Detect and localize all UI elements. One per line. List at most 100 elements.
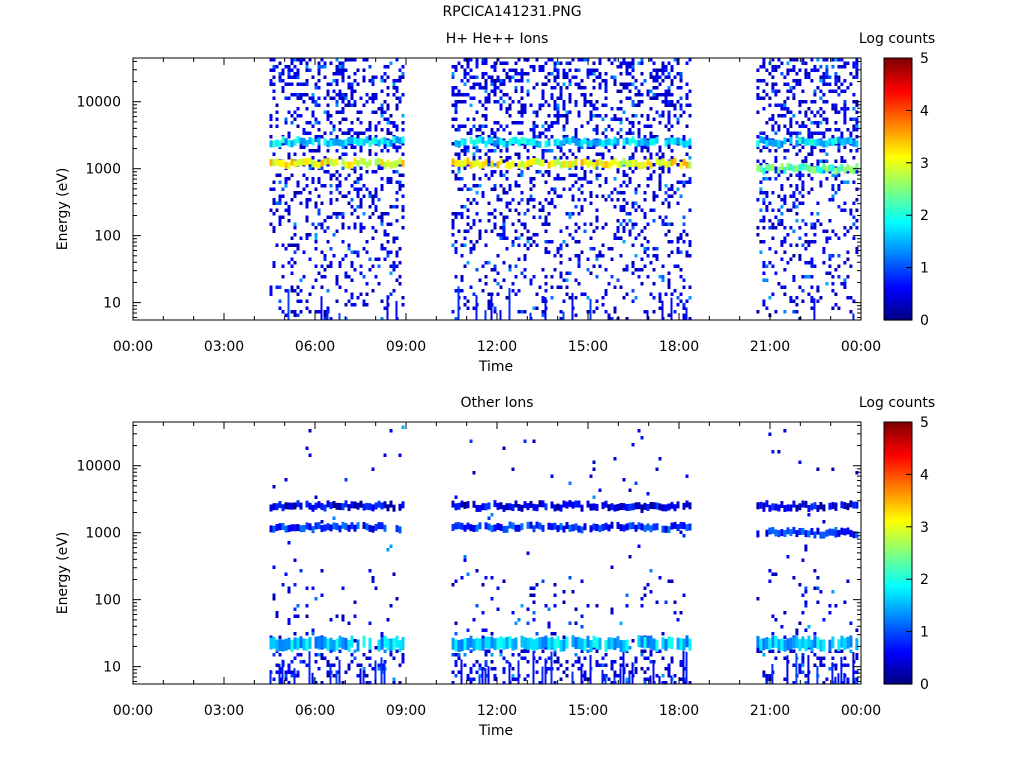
spectrogram-pixel (652, 135, 656, 139)
spectrogram-band-pixel (505, 503, 509, 511)
spectrogram-band-pixel (607, 161, 611, 169)
spectrogram-pixel (610, 156, 614, 160)
spectrogram-pixel (676, 117, 680, 121)
spectrogram-pixel (526, 208, 530, 212)
spectrogram-band-pixel (649, 502, 653, 509)
spectrogram-pixel (356, 194, 360, 198)
spectrogram-pixel (813, 222, 817, 226)
spectrogram-pixel (353, 187, 357, 191)
spectrogram-pixel (496, 586, 500, 590)
spectrogram-pixel (535, 124, 539, 128)
spectrogram-pixel (523, 254, 527, 258)
spectrogram-pixel (831, 194, 835, 198)
spectrogram-pixel (499, 285, 503, 289)
spectrogram-pixel (472, 96, 476, 100)
spectrogram-band-pixel (383, 161, 387, 169)
spectrogram-pixel (490, 292, 494, 296)
spectrogram-band-pixel (649, 161, 653, 169)
spectrogram-pixel (625, 82, 629, 86)
spectrogram-pixel (804, 590, 808, 594)
spectrogram-pixel (502, 128, 506, 132)
spectrogram-band-pixel (640, 523, 644, 531)
spectrogram-pixel (780, 107, 784, 111)
spectrogram-pixel (855, 247, 859, 251)
spectrogram-pixel (371, 93, 375, 97)
spectrogram-pixel (311, 180, 315, 184)
spectrogram-pixel (855, 677, 859, 681)
spectrogram-pixel (795, 121, 799, 125)
spectrogram-pixel (825, 121, 829, 125)
spectrogram-pixel (756, 93, 760, 97)
spectrogram-pixel (481, 635, 485, 639)
colorbar-segment (884, 550, 912, 554)
spectrogram-pixel (392, 86, 396, 90)
spectrogram-pixel (481, 194, 485, 198)
spectrogram-pixel (386, 222, 390, 226)
spectrogram-pixel (843, 600, 847, 604)
spectrogram-pixel (783, 201, 787, 205)
spectrogram-pixel (484, 79, 488, 83)
spectrogram-pixel (293, 313, 297, 317)
spectrogram-pixel (508, 156, 512, 160)
spectrogram-band-pixel (661, 525, 665, 533)
spectrogram-pixel (795, 82, 799, 86)
spectrogram-band-pixel (314, 160, 318, 168)
spectrogram-band-pixel (622, 524, 626, 532)
spectrogram-pixel (595, 257, 599, 261)
spectrogram-pixel (765, 674, 769, 678)
spectrogram-pixel (347, 226, 351, 230)
spectrogram-pixel (667, 670, 671, 674)
spectrogram-pixel (640, 243, 644, 247)
spectrogram-pixel (574, 205, 578, 209)
spectrogram-pixel (810, 121, 814, 125)
spectrogram-pixel (577, 226, 581, 230)
spectrogram-pixel (676, 201, 680, 205)
colorbar-segment (884, 283, 912, 287)
spectrogram-pixel (789, 135, 793, 139)
spectrogram-pixel (786, 68, 790, 72)
spectrogram-pixel (478, 278, 482, 282)
spectrogram-pixel (296, 299, 300, 303)
spectrogram-pixel (810, 163, 814, 167)
spectrogram-pixel (822, 135, 826, 139)
spectrogram-pixel (320, 593, 324, 597)
spectrogram-pixel (269, 635, 273, 639)
spectrogram-pixel (825, 271, 829, 275)
spectrogram-pixel (398, 184, 402, 188)
x-axis-label: Time (478, 723, 513, 739)
spectrogram-pixel (547, 170, 551, 174)
spectrogram-pixel (541, 103, 545, 107)
spectrogram-band-pixel (622, 503, 626, 511)
spectrogram-pixel (792, 299, 796, 303)
spectrogram-pixel (275, 614, 279, 618)
spectrogram-pixel (768, 72, 772, 76)
spectrogram-pixel (774, 572, 778, 576)
spectrogram-band-pixel (463, 638, 467, 651)
spectrogram-pixel (269, 82, 273, 86)
spectrogram-pixel (553, 103, 557, 107)
spectrogram-pixel (819, 663, 823, 667)
hplus-heplus-spectrogram-chart: H+ He++ Ions Log counts Time Energy (eV)… (55, 31, 935, 375)
spectrogram-pixel (676, 72, 680, 76)
spectrogram-pixel (472, 243, 476, 247)
spectrogram-pixel (852, 107, 856, 111)
spectrogram-pixel (568, 215, 572, 219)
spectrogram-pixel (353, 145, 357, 149)
spectrogram-pixel (293, 75, 297, 79)
spectrogram-pixel (374, 229, 378, 233)
spectrogram-pixel (532, 205, 536, 209)
spectrogram-pixel (834, 89, 838, 93)
spectrogram-pixel (807, 513, 811, 517)
spectrogram-pixel (520, 310, 524, 314)
spectrogram-pixel (822, 247, 826, 251)
spectrogram-pixel (389, 61, 393, 65)
spectrogram-pixel (643, 226, 647, 230)
spectrogram-pixel (362, 68, 366, 72)
spectrogram-pixel (774, 177, 778, 181)
spectrogram-pixel (350, 250, 354, 254)
spectrogram-pixel (771, 89, 775, 93)
spectrogram-pixel (311, 149, 315, 153)
spectrogram-pixel (550, 187, 554, 191)
spectrogram-pixel (568, 187, 572, 191)
spectrogram-pixel (852, 180, 856, 184)
